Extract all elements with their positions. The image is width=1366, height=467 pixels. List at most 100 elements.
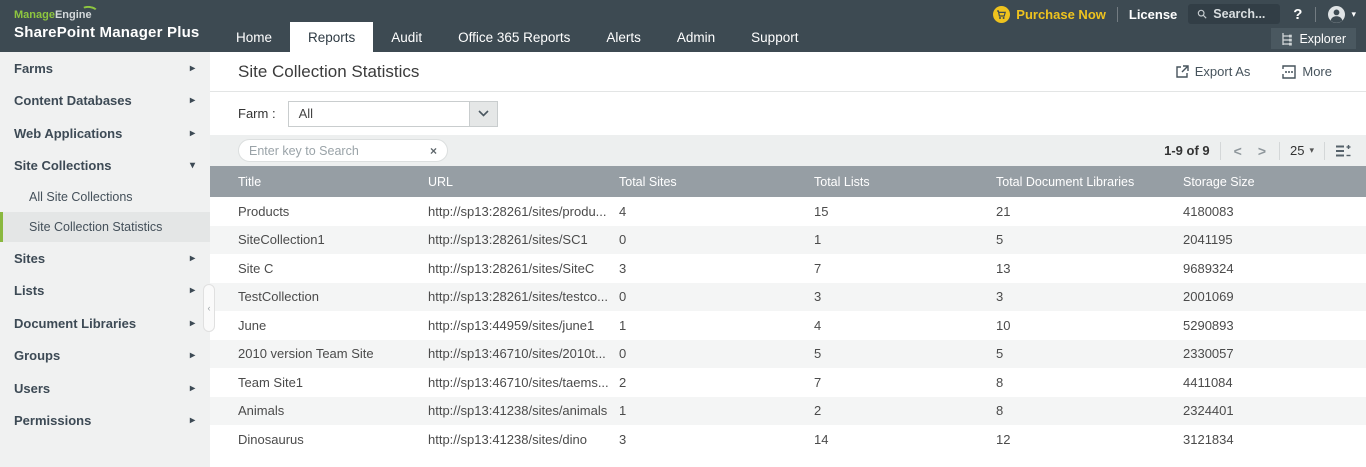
sidebar-item-label: Users [14,380,51,396]
more-button[interactable]: More [1282,64,1332,79]
purchase-now-button[interactable]: Purchase Now [993,5,1106,23]
cell-title: Animals [238,403,285,419]
table-row-animals[interactable]: Animals http://sp13:41238/sites/animals 1 2… [210,396,1366,425]
sidebar-item-farms[interactable]: Farms ▸ [0,52,210,85]
sidebar-item-content-databases[interactable]: Content Databases ▸ [0,85,210,118]
sidebar-item-label: Document Libraries [14,315,137,331]
table-row-testcollection[interactable]: TestCollection http://sp13:28261/sites/te… [210,282,1366,311]
chevron-down-icon [477,110,489,117]
explorer-button[interactable]: Explorer [1271,28,1356,49]
nav-tab-home[interactable]: Home [236,29,273,45]
table-row-sitecollection1[interactable]: SiteCollection1 http://sp13:28261/sites/S… [210,225,1366,254]
cell-storage-size: 5290893 [1183,317,1234,333]
explorer-tree-icon [1282,32,1293,45]
app-logo[interactable]: ManageEngine SharePoint Manager Plus [14,4,199,41]
more-label: More [1302,64,1332,79]
table-row-team-site1[interactable]: Team Site1 http://sp13:46710/sites/taems.… [210,368,1366,397]
cell-total-document-libraries: 21 [996,203,1011,219]
export-as-button[interactable]: Export As [1175,64,1250,79]
nav-tab-audit[interactable]: Audit [391,29,423,45]
topbar-divider [1315,6,1317,22]
brand-part-manage: Manage [14,9,55,21]
sidebar-item-users[interactable]: Users ▸ [0,372,210,405]
sidebar-item-label: Permissions [14,413,92,429]
cell-total-document-libraries: 8 [996,374,1004,390]
table-row-products[interactable]: Products http://sp13:28261/sites/produ...… [210,197,1366,226]
sidebar-items: Farms ▸ Content Databases ▸ Web Applications… [0,52,210,437]
sidebar-item-label: Groups [14,348,61,364]
user-menu[interactable]: ▾ [1327,5,1356,24]
column-header-url[interactable]: URL [428,166,619,197]
table-search-input[interactable] [249,143,409,158]
cell-title: TestCollection [238,289,319,305]
cell-storage-size: 3121834 [1183,431,1234,447]
cell-total-lists: 7 [814,260,822,276]
page-title: Site Collection Statistics [238,61,420,81]
cell-total-lists: 1 [814,232,822,248]
nav-tab-support[interactable]: Support [751,29,799,45]
sidebar-item-label: Lists [14,283,45,299]
sidebar-item-permissions[interactable]: Permissions ▸ [0,405,210,438]
nav-tab-office-365-reports[interactable]: Office 365 Reports [458,29,571,45]
clear-search-icon[interactable]: × [429,143,437,158]
main-nav: Home Reports Audit Office 365 Reports Alerts… [218,22,816,52]
sidebar-item-groups[interactable]: Groups ▸ [0,340,210,373]
cell-url: http://sp13:44959/sites/june1 [428,317,595,333]
help-button[interactable]: ? [1293,5,1303,23]
sidebar-item-lists[interactable]: Lists ▸ [0,275,210,308]
chevron-right-icon: ▸ [189,415,195,427]
sidebar-item-label: Web Applications [14,125,123,141]
sidebar-subitem-site-collection-statistics[interactable]: Site Collection Statistics [0,212,210,242]
column-chooser-icon[interactable] [1335,144,1352,158]
cell-total-lists: 15 [814,203,829,219]
page-size-dropdown[interactable]: 25 ▾ [1290,143,1314,158]
cell-storage-size: 2330057 [1183,346,1234,362]
license-button[interactable]: License [1128,6,1178,22]
cell-title: Dinosaurus [238,431,304,447]
main-panel: Site Collection Statistics Export As [210,52,1366,467]
global-search-input[interactable] [1213,7,1272,21]
global-search-box[interactable] [1188,4,1281,24]
sidebar-item-sites[interactable]: Sites ▸ [0,242,210,275]
chevron-right-icon: ▸ [189,285,195,297]
cell-total-sites: 0 [619,289,627,305]
table-search-box[interactable]: × [238,139,448,162]
next-page-button[interactable]: > [1257,142,1266,159]
pager-divider [1219,141,1221,160]
nav-tab-alerts[interactable]: Alerts [606,29,641,45]
brand-name: ManageEngine [14,4,99,21]
prev-page-button[interactable]: < [1233,142,1242,159]
table-row-site-c[interactable]: Site C http://sp13:28261/sites/SiteC 3 7 13 9… [210,254,1366,283]
pager-divider [1324,141,1325,160]
farm-select[interactable]: All [287,100,498,127]
column-header-title[interactable]: Title [210,166,428,197]
cell-storage-size: 9689324 [1183,260,1234,276]
column-header-storage-size[interactable]: Storage Size [1183,166,1366,197]
cell-title: Site C [238,260,274,276]
sidebar: Farms ▸ Content Databases ▸ Web Applications… [0,52,215,467]
cell-title: June [238,317,267,333]
chevron-right-icon: ▸ [189,382,195,394]
title-row: Site Collection Statistics Export As [210,52,1366,92]
sidebar-item-web-applications[interactable]: Web Applications ▸ [0,117,210,150]
table-row-2010-version-team-site[interactable]: 2010 version Team Site http://sp13:46710/… [210,339,1366,368]
cell-total-document-libraries: 8 [996,403,1004,419]
column-header-total-document-libraries[interactable]: Total Document Libraries [996,166,1183,197]
sidebar-item-document-libraries[interactable]: Document Libraries ▸ [0,307,210,340]
cell-title: Team Site1 [238,374,304,390]
sidebar-item-site-collections[interactable]: Site Collections ▾ [0,150,210,183]
app-header: ManageEngine SharePoint Manager Plus Hom… [0,0,1366,52]
cell-total-sites: 3 [619,260,627,276]
sidebar-subitem-all-site-collections[interactable]: All Site Collections [29,190,133,204]
user-menu-caret-icon: ▾ [1351,8,1356,19]
cell-total-lists: 7 [814,374,822,390]
nav-tab-admin[interactable]: Admin [676,29,716,45]
table-row-dinosaurus[interactable]: Dinosaurus http://sp13:41238/sites/dino 3 1… [210,425,1366,454]
column-header-total-lists[interactable]: Total Lists [814,166,996,197]
column-header-total-sites[interactable]: Total Sites [619,166,814,197]
nav-tab-reports[interactable]: Reports [290,22,374,52]
chevron-down-icon: ▾ [189,160,195,172]
table-row-june[interactable]: June http://sp13:44959/sites/june1 1 4 10 529… [210,311,1366,340]
farm-select-caret[interactable] [469,100,498,127]
sidebar-collapse-handle[interactable]: ‹ [203,284,215,332]
